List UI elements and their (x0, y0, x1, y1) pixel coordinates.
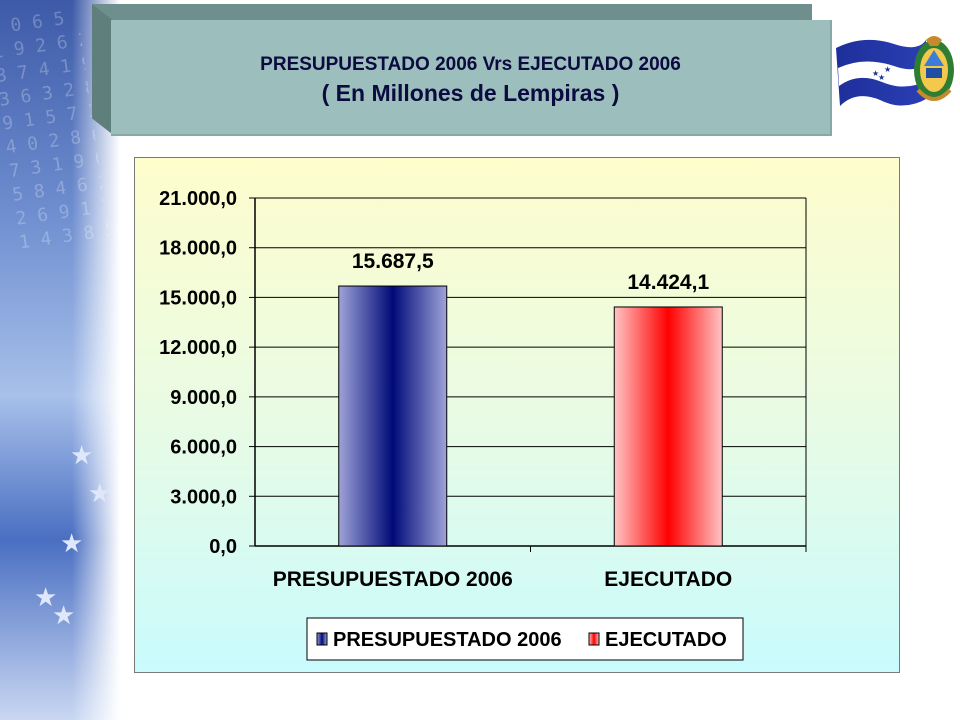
y-tick-label: 6.000,0 (170, 437, 237, 459)
legend-label: PRESUPUESTADO 2006 (333, 629, 562, 651)
star-icon: ★ (70, 440, 94, 470)
legend-label: EJECUTADO (605, 629, 727, 651)
chart-area: 15.687,5 14.424,1 0,0 3.000,0 6.000,0 9.000,… (134, 157, 900, 673)
star-icon: ★ (88, 478, 112, 508)
legend-box (306, 617, 744, 661)
title-main: PRESUPUESTADO 2006 Vrs EJECUTADO 2006 (260, 54, 681, 75)
svg-text:★: ★ (872, 69, 879, 78)
svg-text:★: ★ (878, 73, 885, 82)
y-tick-label: 15.000,0 (159, 287, 237, 309)
title-subtitle: ( En Millones de Lempiras ) (321, 80, 620, 106)
y-tick-label: 9.000,0 (170, 387, 237, 409)
star-icon: ★ (34, 582, 58, 612)
legend-swatch (316, 632, 328, 646)
y-tick-label: 12.000,0 (159, 337, 237, 359)
title-banner: PRESUPUESTADO 2006 Vrs EJECUTADO 2006 ( … (92, 4, 832, 136)
star-icon: ★ (52, 600, 76, 630)
data-label: 15.687,5 (352, 250, 434, 273)
y-tick-label: 21.000,0 (159, 188, 237, 210)
y-tick-label: 18.000,0 (159, 238, 237, 260)
x-tick-label: EJECUTADO (604, 568, 732, 591)
data-label: 14.424,1 (627, 271, 709, 294)
svg-text:★: ★ (884, 65, 891, 74)
honduras-flag-emblem: ★ ★★ (836, 36, 954, 106)
plot-area (255, 198, 806, 546)
bar-chart: 15.687,5 14.424,1 0,0 3.000,0 6.000,0 9.000,… (159, 188, 807, 661)
bar-ejecutado (613, 306, 723, 547)
legend-swatch (588, 632, 600, 646)
y-tick-label: 0,0 (209, 536, 237, 558)
bar-presupuestado (338, 285, 448, 547)
star-icon: ★ (60, 528, 84, 558)
x-tick-label: PRESUPUESTADO 2006 (273, 568, 513, 591)
y-tick-label: 3.000,0 (170, 486, 237, 508)
